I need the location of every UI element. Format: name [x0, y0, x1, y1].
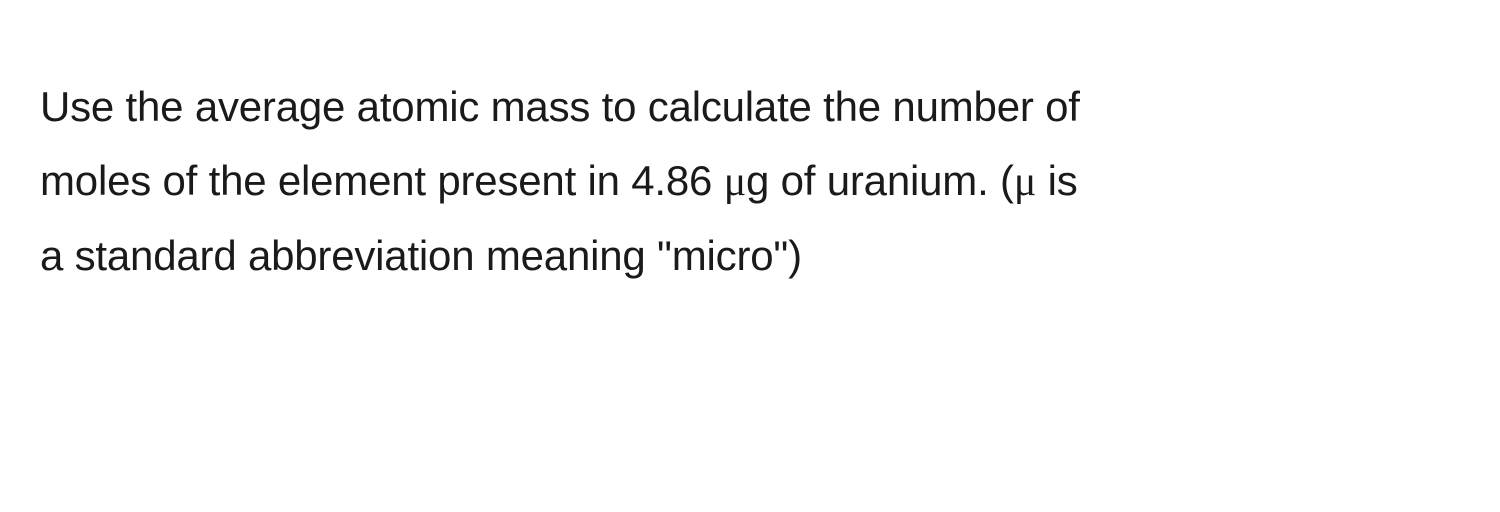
question-text: Use the average atomic mass to calculate…: [40, 70, 1100, 293]
mu-symbol-2: μ: [1014, 159, 1036, 205]
question-container: Use the average atomic mass to calculate…: [0, 0, 1500, 333]
text-part-2: g of uranium. (: [746, 157, 1014, 204]
mu-symbol-1: μ: [724, 159, 746, 205]
